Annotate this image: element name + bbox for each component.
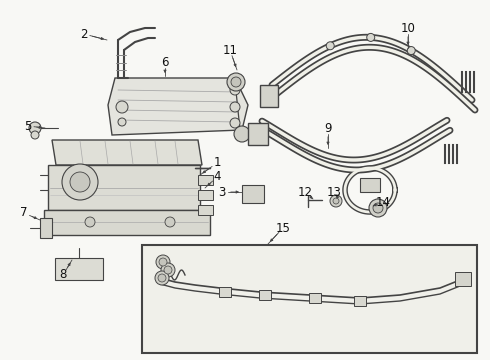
Bar (40, 218, 52, 238)
Circle shape (230, 85, 240, 95)
Circle shape (161, 263, 175, 277)
Text: 15: 15 (275, 221, 291, 234)
Bar (198, 190, 213, 200)
Bar (455, 272, 471, 286)
Text: 7: 7 (20, 207, 28, 220)
Bar (242, 185, 264, 203)
Bar (198, 175, 213, 185)
Circle shape (62, 164, 98, 200)
Bar (360, 178, 380, 192)
Bar (55, 258, 103, 280)
Bar (354, 296, 366, 306)
Circle shape (367, 33, 375, 41)
Bar (260, 85, 278, 107)
Text: 12: 12 (297, 185, 313, 198)
Circle shape (158, 274, 166, 282)
Text: 3: 3 (219, 185, 226, 198)
Text: 9: 9 (324, 122, 332, 135)
Text: 5: 5 (24, 120, 32, 132)
Circle shape (369, 199, 387, 217)
Circle shape (70, 172, 90, 192)
Circle shape (155, 271, 169, 285)
Polygon shape (48, 165, 200, 210)
Text: 4: 4 (213, 171, 221, 184)
Circle shape (227, 73, 245, 91)
Bar (248, 123, 268, 145)
Circle shape (156, 255, 170, 269)
Text: 13: 13 (326, 185, 342, 198)
Polygon shape (44, 210, 210, 235)
Circle shape (373, 203, 383, 213)
Circle shape (85, 217, 95, 227)
Text: 14: 14 (375, 195, 391, 208)
Text: 8: 8 (59, 269, 67, 282)
Circle shape (165, 217, 175, 227)
Bar (309, 293, 321, 303)
Circle shape (230, 102, 240, 112)
Circle shape (31, 131, 39, 139)
Circle shape (234, 126, 250, 142)
Text: 6: 6 (161, 55, 169, 68)
Circle shape (230, 118, 240, 128)
Text: 1: 1 (213, 157, 221, 170)
Circle shape (116, 101, 128, 113)
Polygon shape (108, 78, 248, 135)
Bar (259, 290, 271, 300)
Text: 10: 10 (400, 22, 416, 35)
Polygon shape (52, 140, 202, 165)
Circle shape (333, 198, 339, 204)
Circle shape (159, 258, 167, 266)
Circle shape (164, 266, 172, 274)
Bar (219, 287, 231, 297)
Circle shape (231, 77, 241, 87)
Bar (142, 245, 477, 353)
Bar (198, 205, 213, 215)
Circle shape (118, 118, 126, 126)
Circle shape (326, 42, 334, 50)
Circle shape (29, 122, 41, 134)
Text: 2: 2 (80, 27, 88, 40)
Circle shape (330, 195, 342, 207)
Text: 11: 11 (222, 44, 238, 57)
Circle shape (407, 46, 415, 55)
